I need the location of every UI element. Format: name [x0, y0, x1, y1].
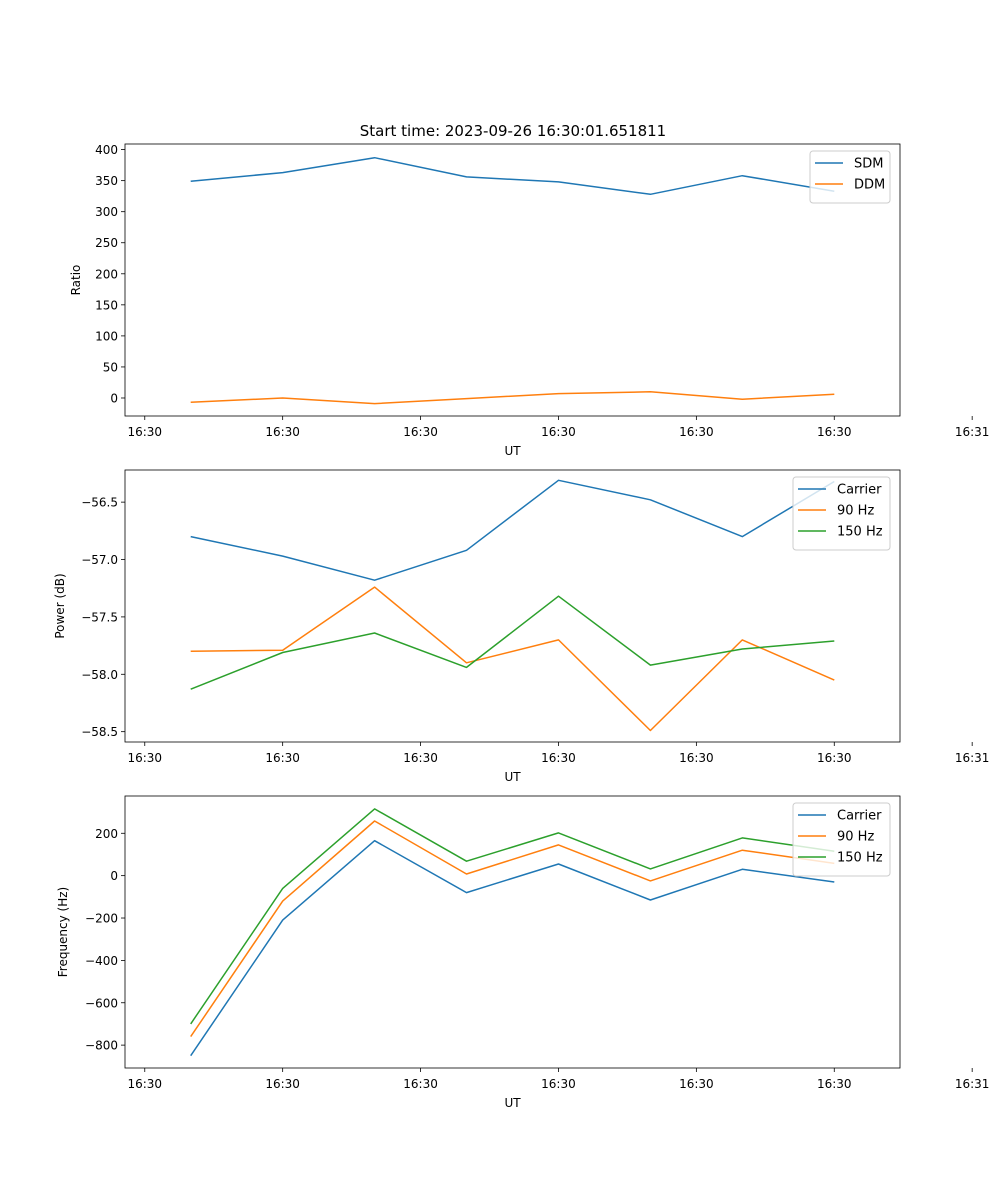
y-tick-label: 250 [95, 236, 118, 250]
x-tick-label: 16:30 [127, 751, 162, 765]
y-tick-label: 300 [95, 205, 118, 219]
x-tick-label: 16:30 [679, 425, 714, 439]
y-tick-label: −57.0 [81, 553, 118, 567]
legend-label: SDM [854, 157, 883, 172]
x-tick-label: 16:31 [955, 1077, 990, 1091]
chart-panel-3: 16:30 16:30 16:30 16:30 16:30 16:30 16:31 −800 −… [56, 795, 990, 1110]
x-tick-label: 16:30 [541, 751, 576, 765]
y-tick-label: −800 [85, 1039, 118, 1053]
x-tick-label: 16:30 [817, 751, 852, 765]
y-tick-label: −200 [85, 912, 118, 926]
y-tick-label: −57.5 [81, 610, 118, 624]
series-line-ddm [190, 391, 835, 405]
y-tick-label: 200 [95, 827, 118, 841]
series-line-carrier [190, 479, 835, 581]
legend-box [809, 150, 891, 204]
x-axis-label: UT [504, 1096, 521, 1110]
legend-label: 150 Hz [837, 525, 883, 540]
x-tick-label: 16:30 [679, 751, 714, 765]
x-tick-label: 16:30 [127, 425, 162, 439]
series-line-90-hz [190, 820, 835, 1038]
y-tick-label: 50 [103, 360, 118, 374]
chart-panel-2: 16:30 16:30 16:30 16:30 16:30 16:30 16:31 −58.5… [53, 469, 990, 784]
x-tick-label: 16:30 [817, 425, 852, 439]
x-tick-label: 16:30 [817, 1077, 852, 1091]
y-axis-label: Frequency (Hz) [56, 887, 70, 978]
x-tick-label: 16:30 [403, 751, 438, 765]
x-tick-label: 16:30 [541, 425, 576, 439]
series-line-sdm [190, 156, 835, 196]
axes-frame [124, 143, 901, 417]
axes-container: 16:30 16:30 16:30 16:30 16:30 16:30 16:31 0 50 10… [53, 143, 989, 1110]
y-tick-label: −58.0 [81, 668, 118, 682]
legend-label: Carrier [837, 809, 882, 824]
x-tick-label: 16:30 [541, 1077, 576, 1091]
series-line-carrier [190, 839, 835, 1057]
x-tick-label: 16:31 [955, 751, 990, 765]
y-tick-label: 0 [110, 869, 118, 883]
y-tick-label: −56.5 [81, 496, 118, 510]
y-axis-label: Power (dB) [53, 573, 67, 638]
axes-frame [124, 469, 901, 743]
x-tick-label: 16:30 [403, 425, 438, 439]
y-tick-label: 100 [95, 329, 118, 343]
x-tick-label: 16:30 [265, 751, 300, 765]
y-tick-label: 200 [95, 267, 118, 281]
y-tick-label: −600 [85, 996, 118, 1010]
y-tick-label: 350 [95, 174, 118, 188]
legend-label: Carrier [837, 483, 882, 498]
y-tick-label: −58.5 [81, 725, 118, 739]
x-tick-label: 16:30 [403, 1077, 438, 1091]
axes-frame [124, 795, 901, 1069]
x-tick-label: 16:30 [265, 425, 300, 439]
x-axis-label: UT [504, 444, 521, 458]
x-tick-label: 16:30 [265, 1077, 300, 1091]
y-tick-label: −400 [85, 954, 118, 968]
y-tick-label: 0 [110, 391, 118, 405]
x-tick-label: 16:30 [127, 1077, 162, 1091]
series-line-150-hz [190, 808, 835, 1025]
x-axis-label: UT [504, 770, 521, 784]
y-tick-label: 400 [95, 143, 118, 157]
legend-label: 150 Hz [837, 851, 883, 866]
series-line-150-hz [190, 595, 835, 690]
series-line-90-hz [190, 586, 835, 732]
chart-panel-1: 16:30 16:30 16:30 16:30 16:30 16:30 16:31 0 50 10… [69, 143, 989, 458]
legend-label: 90 Hz [837, 504, 874, 519]
figure-title: Start time: 2023-09-26 16:30:01.651811 [360, 122, 666, 140]
x-tick-label: 16:31 [955, 425, 990, 439]
y-axis-label: Ratio [69, 265, 83, 296]
legend-label: DDM [854, 178, 885, 193]
legend-label: 90 Hz [837, 830, 874, 845]
x-tick-label: 16:30 [679, 1077, 714, 1091]
y-tick-label: 150 [95, 298, 118, 312]
